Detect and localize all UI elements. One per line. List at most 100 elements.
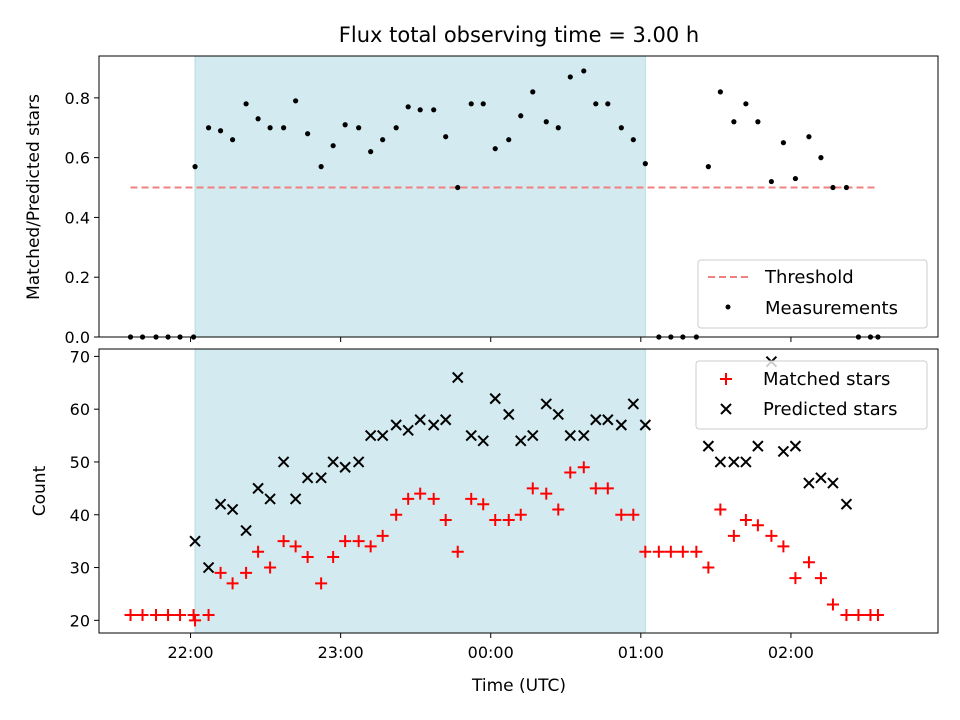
matched-star-point bbox=[802, 556, 815, 569]
predicted-star-point bbox=[552, 408, 564, 421]
matched-star-point bbox=[526, 482, 539, 495]
measurement-point bbox=[630, 137, 636, 143]
measurement-point bbox=[330, 143, 336, 149]
predicted-star-point bbox=[728, 456, 740, 468]
measurement-point bbox=[605, 101, 611, 107]
matched-star-point bbox=[414, 487, 427, 500]
matched-star-point bbox=[652, 545, 665, 558]
predicted-star-point bbox=[339, 461, 351, 473]
bottom-panel: 20 30 40 50 60 70 22:00 23:00 00:00 01:00 02:00 C… bbox=[30, 347, 939, 696]
bot-ytick-label: 50 bbox=[70, 453, 90, 472]
measurement-point bbox=[818, 155, 824, 161]
measurement-point bbox=[480, 101, 486, 107]
matched-star-point bbox=[789, 572, 802, 585]
matched-star-point bbox=[226, 577, 239, 590]
legend-predicted-label: Predicted stars bbox=[763, 399, 897, 420]
predicted-star-point bbox=[602, 414, 614, 426]
measurement-point bbox=[843, 184, 850, 191]
matched-star-point bbox=[714, 503, 727, 516]
measurement-point bbox=[255, 116, 261, 122]
legend-matched-swatch bbox=[720, 373, 732, 385]
top-ytick-label: 0.8 bbox=[65, 89, 90, 108]
top-ytick-label: 0.6 bbox=[65, 149, 90, 168]
measurement-point bbox=[506, 137, 512, 143]
measurement-point bbox=[305, 131, 311, 137]
matched-star-point bbox=[136, 609, 149, 622]
measurement-point bbox=[768, 178, 775, 185]
xtick-label: 22:00 bbox=[167, 643, 213, 662]
matched-star-point bbox=[502, 514, 515, 527]
matched-star-point bbox=[376, 529, 389, 542]
matched-star-point bbox=[840, 609, 853, 622]
measurement-point bbox=[581, 68, 587, 74]
xtick-label: 23:00 bbox=[318, 643, 364, 662]
measurement-point bbox=[431, 107, 437, 113]
matched-star-point bbox=[352, 535, 365, 548]
predicted-star-point bbox=[489, 392, 501, 405]
matched-star-point bbox=[174, 609, 187, 622]
matched-star-point bbox=[339, 535, 352, 548]
predicted-star-point bbox=[740, 456, 752, 468]
bot-ytick-label: 30 bbox=[70, 559, 90, 578]
matched-star-point bbox=[264, 561, 277, 574]
predicted-star-point bbox=[252, 482, 264, 495]
predicted-star-point bbox=[803, 477, 815, 489]
top-panel: 0.00.20.40.60.8 Matched/Predicted stars … bbox=[24, 55, 939, 347]
predicted-star-point bbox=[202, 561, 215, 574]
matched-star-point bbox=[739, 514, 752, 527]
predicted-star-point bbox=[527, 429, 539, 442]
predicted-star-point bbox=[540, 398, 552, 410]
measurement-point bbox=[356, 125, 362, 131]
measurement-point bbox=[443, 134, 449, 140]
predicted-star-point bbox=[515, 435, 527, 447]
predicted-star-point bbox=[564, 429, 576, 442]
matched-star-point bbox=[765, 529, 778, 542]
predicted-star-point bbox=[289, 493, 302, 505]
matched-star-point bbox=[489, 514, 502, 527]
measurement-point bbox=[743, 101, 749, 107]
matched-star-point bbox=[676, 545, 689, 558]
measurement-point bbox=[243, 101, 249, 107]
matched-star-point bbox=[252, 545, 265, 558]
matched-star-point bbox=[552, 503, 565, 516]
measurement-point bbox=[555, 125, 561, 131]
top-panel-frame bbox=[98, 55, 939, 338]
predicted-star-point bbox=[189, 535, 201, 547]
xtick-label: 01:00 bbox=[618, 643, 664, 662]
matched-star-point bbox=[364, 540, 377, 553]
bottom-legend-box bbox=[695, 360, 928, 430]
matched-star-point bbox=[315, 577, 328, 590]
predicted-star-point bbox=[590, 414, 602, 426]
matched-star-point bbox=[664, 545, 677, 558]
matched-star-point bbox=[639, 545, 652, 558]
matched-star-point bbox=[402, 492, 415, 505]
predicted-star-point bbox=[327, 456, 339, 468]
bottom-legend: Matched stars Predicted stars bbox=[695, 360, 928, 430]
predicted-star-point bbox=[364, 429, 377, 442]
predicted-star-point bbox=[226, 503, 239, 516]
top-legend-box bbox=[697, 259, 928, 329]
matched-star-point bbox=[814, 572, 827, 585]
bottom-panel-frame bbox=[98, 348, 939, 634]
top-ylabel: Matched/Predicted stars bbox=[24, 94, 44, 300]
predicted-star-point bbox=[277, 456, 290, 468]
measurement-point bbox=[318, 164, 324, 170]
matched-star-point bbox=[601, 482, 614, 495]
predicted-star-point bbox=[827, 477, 839, 489]
matched-star-point bbox=[577, 461, 590, 474]
matched-star-point bbox=[240, 566, 253, 579]
measurement-point bbox=[705, 164, 711, 170]
predicted-star-point bbox=[840, 498, 853, 510]
predicted-star-point bbox=[615, 419, 628, 431]
measurement-point bbox=[393, 125, 399, 131]
matched-star-point bbox=[427, 492, 440, 505]
matched-star-point bbox=[702, 561, 715, 574]
predicted-star-point bbox=[427, 419, 440, 431]
legend-measurements-swatch bbox=[725, 304, 731, 310]
predicted-star-point bbox=[714, 456, 727, 468]
measurement-point bbox=[468, 101, 474, 107]
measurement-point bbox=[405, 104, 411, 110]
matched-star-point bbox=[327, 550, 340, 563]
bot-ytick-label: 70 bbox=[70, 347, 90, 366]
